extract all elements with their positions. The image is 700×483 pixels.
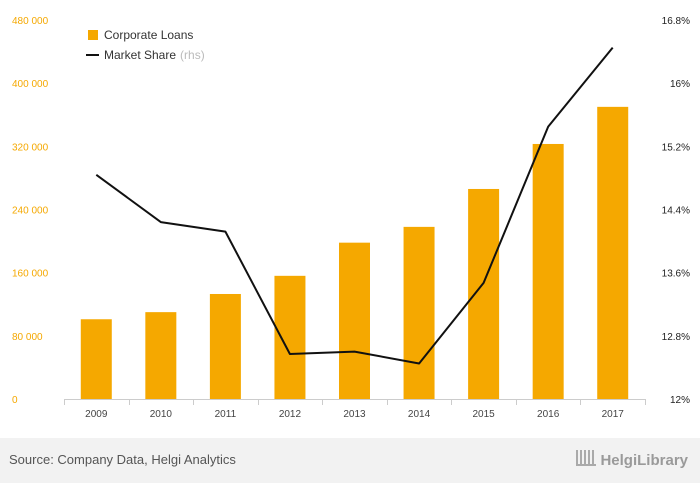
- legend: Corporate Loans Market Share (rhs): [86, 28, 205, 62]
- line-series: [95, 46, 614, 365]
- x-tick-label: 2009: [85, 409, 108, 420]
- x-tick-label: 2017: [602, 409, 625, 420]
- chart: 2009 2010 2011 2012 2013 2014 2015 2016 2017 0 80 …: [12, 16, 690, 420]
- brand-logo[interactable]: HelgiLibrary: [576, 450, 688, 469]
- right-axis-tick-label: 16.8%: [662, 16, 690, 27]
- bar-corporate-loans-2015: [468, 188, 500, 399]
- right-axis-tick-label: 15.2%: [662, 142, 690, 153]
- bar-series: [80, 106, 629, 400]
- right-axis-tick-label: 16%: [670, 79, 690, 90]
- footer: Source: Company Data, Helgi Analytics He…: [0, 438, 700, 483]
- bar-corporate-loans-2014: [403, 226, 435, 399]
- bar-corporate-loans-2016: [532, 143, 564, 399]
- right-axis-tick-label: 12.8%: [662, 332, 690, 343]
- line-market-share: [95, 46, 614, 365]
- right-axis-tick-label: 13.6%: [662, 269, 690, 280]
- x-tick-label: 2013: [343, 409, 366, 420]
- bar-corporate-loans-2012: [274, 275, 306, 399]
- x-tick-label: 2010: [150, 409, 173, 420]
- bar-corporate-loans-2013: [339, 242, 370, 399]
- x-tick-label: 2012: [279, 409, 302, 420]
- source-text: Source: Company Data, Helgi Analytics: [9, 452, 236, 467]
- x-tick-label: 2011: [215, 409, 237, 420]
- x-tick-label: 2014: [408, 409, 431, 420]
- right-axis-tick-label: 12%: [670, 395, 690, 406]
- left-axis-tick-label: 400 000: [12, 79, 49, 90]
- x-tick-label: 2016: [537, 409, 560, 420]
- left-axis-tick-label: 480 000: [12, 16, 49, 27]
- bar-corporate-loans-2009: [80, 319, 112, 399]
- legend-label-market-share-suffix: (rhs): [180, 48, 205, 62]
- legend-label-corporate-loans: Corporate Loans: [104, 28, 193, 42]
- bar-corporate-loans-2011: [209, 293, 241, 399]
- legend-label-market-share: Market Share (rhs): [104, 48, 205, 62]
- x-tick-label: 2015: [472, 409, 495, 420]
- left-axis-tick-label: 160 000: [12, 269, 49, 280]
- legend-label-market-share-name: Market Share: [104, 48, 176, 62]
- left-axis-tick-label: 240 000: [12, 206, 49, 217]
- axes: 2009 2010 2011 2012 2013 2014 2015 2016 2017 0 80 …: [12, 16, 690, 420]
- legend-swatch-corporate-loans: [88, 30, 98, 40]
- right-axis-tick-label: 14.4%: [662, 206, 690, 217]
- brand-name: HelgiLibrary: [600, 452, 688, 469]
- bar-corporate-loans-2010: [145, 312, 177, 399]
- left-axis-tick-label: 320 000: [12, 142, 49, 153]
- left-axis-tick-label: 80 000: [12, 332, 43, 343]
- bar-corporate-loans-2017: [597, 106, 629, 400]
- library-logo-icon: [576, 450, 597, 466]
- left-axis-tick-label: 0: [12, 395, 18, 406]
